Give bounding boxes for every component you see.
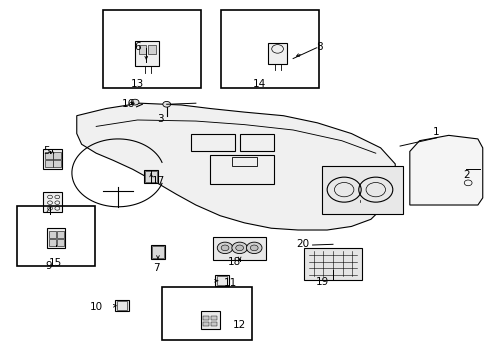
Bar — [267, 43, 287, 64]
Text: 5: 5 — [43, 147, 50, 157]
Text: 4: 4 — [46, 207, 52, 217]
Bar — [53, 152, 61, 159]
Text: 14: 14 — [252, 79, 265, 89]
Bar — [211, 316, 217, 320]
Bar — [57, 239, 64, 246]
Bar — [202, 322, 208, 326]
Bar — [135, 41, 159, 66]
Bar — [202, 316, 208, 320]
PathPatch shape — [77, 103, 394, 230]
Circle shape — [246, 242, 262, 253]
Text: 17: 17 — [151, 176, 165, 186]
Bar — [210, 155, 273, 184]
Text: 3: 3 — [157, 113, 164, 123]
Bar — [46, 228, 65, 248]
Text: 2: 2 — [463, 170, 469, 180]
Bar — [212, 237, 266, 260]
Bar — [45, 160, 52, 167]
Text: 11: 11 — [224, 278, 237, 288]
Text: 7: 7 — [152, 262, 159, 273]
Text: 9: 9 — [46, 261, 52, 271]
Circle shape — [235, 245, 243, 251]
Bar — [145, 171, 157, 182]
Bar — [43, 192, 61, 212]
Text: 15: 15 — [49, 258, 62, 268]
Text: 12: 12 — [233, 320, 246, 330]
Text: 19: 19 — [315, 277, 328, 287]
Bar — [43, 149, 61, 169]
Bar — [322, 166, 402, 214]
Circle shape — [231, 242, 247, 253]
Text: 13: 13 — [131, 79, 144, 89]
Bar — [138, 45, 145, 54]
Circle shape — [250, 245, 258, 251]
Bar — [303, 248, 362, 280]
Bar — [48, 239, 56, 246]
Bar — [143, 170, 158, 183]
Text: 6: 6 — [134, 42, 141, 52]
Circle shape — [131, 99, 139, 105]
Bar — [221, 10, 319, 88]
Circle shape — [221, 245, 228, 251]
Bar — [102, 10, 201, 88]
Bar — [191, 134, 234, 152]
Bar — [201, 311, 220, 329]
Text: 8: 8 — [315, 42, 322, 52]
Bar — [239, 134, 273, 152]
Bar — [162, 287, 251, 340]
Bar — [17, 206, 95, 266]
Bar — [152, 247, 163, 258]
Bar — [216, 276, 227, 285]
Bar — [45, 152, 52, 159]
Circle shape — [163, 102, 170, 107]
Bar — [116, 301, 127, 310]
Bar — [53, 160, 61, 167]
Text: 1: 1 — [432, 127, 439, 137]
Text: 10: 10 — [89, 302, 102, 312]
Bar — [232, 157, 256, 166]
Text: 18: 18 — [228, 257, 241, 267]
Text: 20: 20 — [296, 239, 309, 249]
Bar — [215, 275, 228, 287]
Bar — [211, 322, 217, 326]
Bar — [150, 246, 165, 259]
Bar — [57, 231, 64, 238]
Circle shape — [217, 242, 232, 253]
Bar — [115, 300, 128, 311]
Bar — [148, 45, 155, 54]
Bar — [48, 231, 56, 238]
Text: 16: 16 — [122, 99, 135, 109]
PathPatch shape — [409, 135, 482, 205]
